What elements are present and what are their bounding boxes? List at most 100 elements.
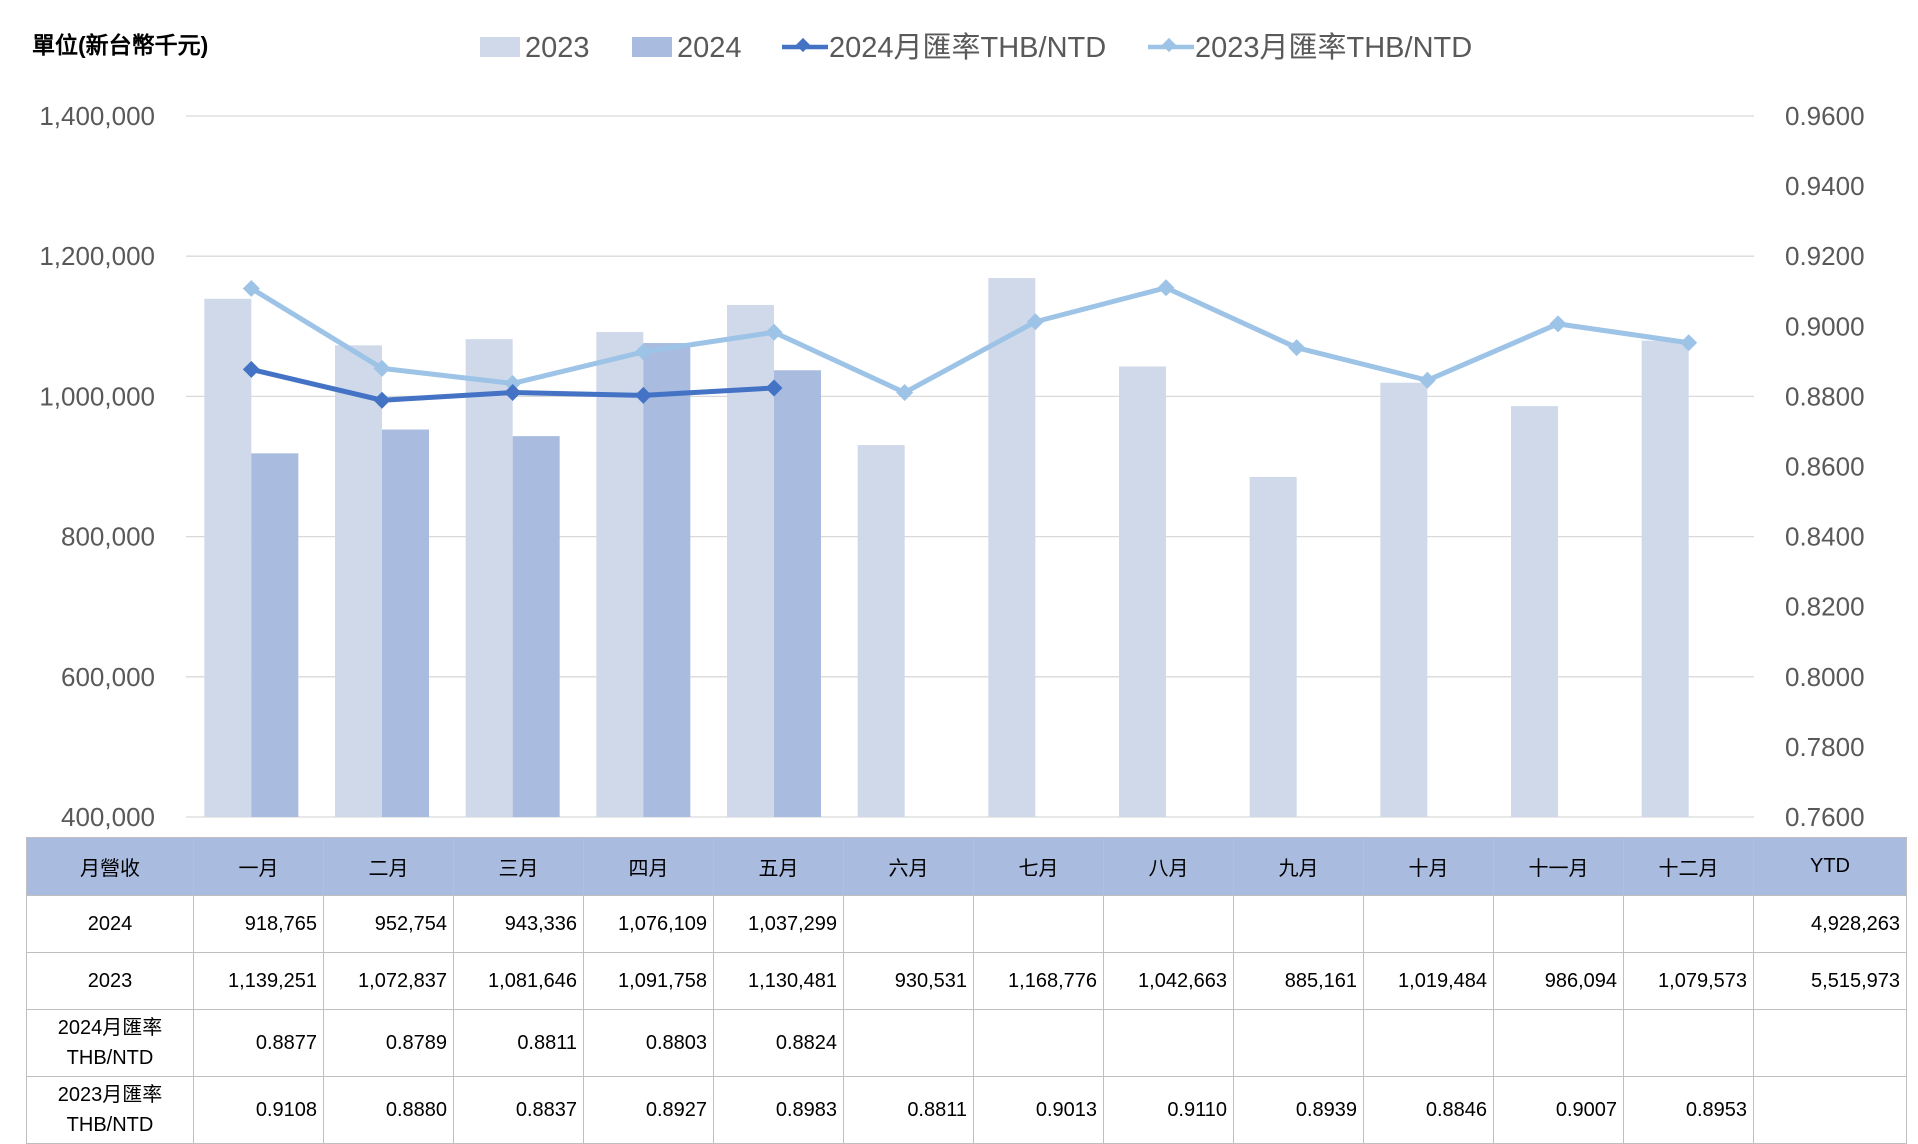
table-cell: 0.8983: [713, 1076, 844, 1144]
left-tick-label: 800,000: [61, 522, 155, 552]
row-label-line: THB/NTD: [66, 1047, 154, 1069]
bar-2024: [382, 429, 429, 817]
table-header-month: 七月: [973, 837, 1104, 896]
table-header-month: 十一月: [1493, 837, 1624, 896]
legend-marker-2023-rate: [1161, 37, 1177, 53]
rate-marker: [373, 391, 391, 409]
table-cell: 1,019,484: [1363, 952, 1494, 1010]
bar-2023: [1249, 476, 1297, 817]
table-cell: 0.8927: [583, 1076, 714, 1144]
bar-2023: [465, 339, 513, 817]
table-cell: 0.9007: [1493, 1076, 1624, 1144]
table-cell: 0.9013: [973, 1076, 1104, 1144]
table-header-label: 月營收: [26, 837, 194, 896]
table-cell: 986,094: [1493, 952, 1624, 1010]
table-cell: 0.8953: [1623, 1076, 1754, 1144]
table-cell: 885,161: [1233, 952, 1364, 1010]
table-header-month: 九月: [1233, 837, 1364, 896]
bar-2023: [727, 304, 774, 817]
table-cell: 1,139,251: [193, 952, 324, 1010]
bar-2023: [596, 332, 644, 817]
bar-2023: [1380, 382, 1428, 817]
table-header-ytd: YTD: [1753, 837, 1907, 896]
table-cell-ytd: 4,928,263: [1753, 895, 1907, 953]
right-tick-label: 0.7600: [1785, 802, 1865, 830]
table-cell: 918,765: [193, 895, 324, 953]
table-cell-ytd: 5,515,973: [1753, 952, 1907, 1010]
bar-2024: [774, 370, 821, 817]
unit-label: 單位(新台幣千元): [32, 32, 208, 58]
table-cell: 0.8789: [323, 1009, 454, 1077]
rate-marker: [896, 384, 914, 402]
table-row-2023: 2023 1,139,251 1,072,837 1,081,646 1,091…: [26, 952, 1907, 1010]
table-cell: [1363, 895, 1494, 953]
row-label: 2023: [26, 952, 194, 1010]
left-tick-label: 1,400,000: [39, 101, 155, 131]
rate-marker: [1288, 339, 1306, 357]
legend-label-2023: 2023: [525, 32, 590, 64]
bar-2023: [857, 445, 905, 817]
legend-swatch-2024: [632, 37, 672, 57]
bar-2024: [512, 436, 560, 817]
table-cell: 1,130,481: [713, 952, 844, 1010]
table-row-2023-rate: 2023月匯率 THB/NTD 0.9108 0.8880 0.8837 0.8…: [26, 1076, 1907, 1144]
bar-2023: [988, 278, 1036, 817]
table-cell: 1,081,646: [453, 952, 584, 1010]
table-cell: 0.8837: [453, 1076, 584, 1144]
right-tick-label: 0.9400: [1785, 171, 1865, 201]
table-row-2024-rate: 2024月匯率 THB/NTD 0.8877 0.8789 0.8811 0.8…: [26, 1009, 1907, 1077]
legend-marker-2024-rate: [795, 37, 811, 53]
legend-label-2024: 2024: [677, 32, 742, 64]
rate-marker: [765, 379, 783, 397]
right-axis: 0.7600 0.7800 0.8000 0.8200 0.8400 0.8600 0.88…: [1785, 101, 1865, 830]
table-cell: [843, 895, 974, 953]
bar-2024: [251, 453, 299, 817]
left-tick-label: 400,000: [61, 802, 155, 830]
right-tick-label: 0.8600: [1785, 452, 1865, 482]
table-header-month: 六月: [843, 837, 974, 896]
table-cell: 1,168,776: [973, 952, 1104, 1010]
table-cell: 0.8824: [713, 1009, 844, 1077]
table-cell: [1233, 895, 1364, 953]
table-cell: [973, 895, 1104, 953]
table-header-month: 十月: [1363, 837, 1494, 896]
table-cell: 0.8803: [583, 1009, 714, 1077]
rate-marker: [634, 386, 652, 404]
table-cell: [973, 1009, 1104, 1077]
row-label: 2023月匯率 THB/NTD: [26, 1076, 194, 1144]
table-cell: 0.8877: [193, 1009, 324, 1077]
right-tick-label: 0.8000: [1785, 662, 1865, 692]
table-cell: [1103, 895, 1234, 953]
table-cell: 1,091,758: [583, 952, 714, 1010]
revenue-fx-chart: 單位(新台幣千元) 2023 2024 2024月匯率THB/NTD 2023月…: [32, 31, 1865, 830]
rate-marker: [765, 323, 783, 341]
table-cell: 1,072,837: [323, 952, 454, 1010]
bar-2023: [335, 345, 382, 817]
table-cell: 1,037,299: [713, 895, 844, 953]
row-label-line: 2024月匯率: [57, 1017, 163, 1039]
table-header-month: 五月: [713, 837, 844, 896]
table-cell: [1363, 1009, 1494, 1077]
table-cell-ytd: [1753, 1076, 1907, 1144]
table-cell: [1233, 1009, 1364, 1077]
row-label: 2024: [26, 895, 194, 953]
legend-label-2023-rate: 2023月匯率THB/NTD: [1195, 31, 1472, 64]
table-header-month: 四月: [583, 837, 714, 896]
rate-marker: [1549, 315, 1567, 333]
right-tick-label: 0.9000: [1785, 311, 1865, 341]
table-cell: 952,754: [323, 895, 454, 953]
table-cell: 1,079,573: [1623, 952, 1754, 1010]
table-cell: 0.8811: [843, 1076, 974, 1144]
right-tick-label: 0.8800: [1785, 381, 1865, 411]
row-label: 2024月匯率 THB/NTD: [26, 1009, 194, 1077]
legend-swatch-2023: [480, 37, 520, 57]
rate-marker: [1157, 279, 1175, 297]
table-cell: 1,042,663: [1103, 952, 1234, 1010]
legend: 2023 2024 2024月匯率THB/NTD 2023月匯率THB/NTD: [480, 31, 1472, 64]
table-cell: 0.8939: [1233, 1076, 1364, 1144]
table-header-month: 八月: [1103, 837, 1234, 896]
left-tick-label: 600,000: [61, 662, 155, 692]
table-cell-ytd: [1753, 1009, 1907, 1077]
right-tick-label: 0.9200: [1785, 241, 1865, 271]
table-cell: 0.8811: [453, 1009, 584, 1077]
